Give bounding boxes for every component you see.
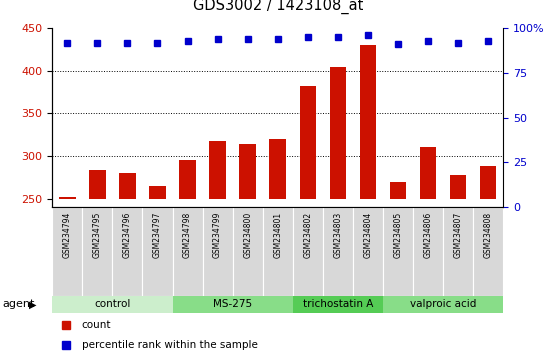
Bar xyxy=(52,296,173,313)
Bar xyxy=(420,148,436,199)
Bar xyxy=(383,207,413,296)
Text: GSM234794: GSM234794 xyxy=(63,211,72,258)
Text: GSM234803: GSM234803 xyxy=(333,211,343,258)
Text: GSM234807: GSM234807 xyxy=(454,211,463,258)
Text: GDS3002 / 1423108_at: GDS3002 / 1423108_at xyxy=(192,0,363,14)
Text: GSM234804: GSM234804 xyxy=(364,211,372,258)
Bar xyxy=(59,197,75,199)
Bar xyxy=(323,207,353,296)
Text: GSM234798: GSM234798 xyxy=(183,211,192,258)
Bar xyxy=(89,170,106,199)
Text: agent: agent xyxy=(3,299,35,309)
Bar xyxy=(383,296,503,313)
Bar xyxy=(173,207,202,296)
Text: MS-275: MS-275 xyxy=(213,299,252,309)
Text: GSM234808: GSM234808 xyxy=(483,211,493,258)
Text: control: control xyxy=(94,299,130,309)
Bar xyxy=(413,207,443,296)
Bar xyxy=(173,296,293,313)
Text: GSM234799: GSM234799 xyxy=(213,211,222,258)
Bar xyxy=(480,166,497,199)
Bar xyxy=(52,207,82,296)
Bar xyxy=(390,182,406,199)
Bar xyxy=(202,207,233,296)
Text: GSM234806: GSM234806 xyxy=(424,211,433,258)
Bar xyxy=(329,67,346,199)
Text: trichostatin A: trichostatin A xyxy=(302,299,373,309)
Text: percentile rank within the sample: percentile rank within the sample xyxy=(81,340,257,350)
Bar xyxy=(239,144,256,199)
Bar xyxy=(142,207,173,296)
Bar xyxy=(293,296,383,313)
Text: GSM234800: GSM234800 xyxy=(243,211,252,258)
Bar xyxy=(443,207,473,296)
Bar xyxy=(112,207,142,296)
Bar xyxy=(450,175,466,199)
Bar xyxy=(263,207,293,296)
Text: ▶: ▶ xyxy=(29,299,36,309)
Bar xyxy=(360,45,376,199)
Bar xyxy=(293,207,323,296)
Bar xyxy=(210,141,226,199)
Text: GSM234796: GSM234796 xyxy=(123,211,132,258)
Bar xyxy=(82,207,112,296)
Bar xyxy=(179,160,196,199)
Text: GSM234801: GSM234801 xyxy=(273,211,282,258)
Text: GSM234797: GSM234797 xyxy=(153,211,162,258)
Text: GSM234805: GSM234805 xyxy=(393,211,403,258)
Bar xyxy=(300,86,316,199)
Text: GSM234802: GSM234802 xyxy=(303,211,312,258)
Bar xyxy=(233,207,263,296)
Bar xyxy=(149,186,166,199)
Bar xyxy=(473,207,503,296)
Text: GSM234795: GSM234795 xyxy=(93,211,102,258)
Bar xyxy=(119,173,136,199)
Bar xyxy=(353,207,383,296)
Text: valproic acid: valproic acid xyxy=(410,299,476,309)
Bar xyxy=(270,139,286,199)
Text: count: count xyxy=(81,320,111,330)
